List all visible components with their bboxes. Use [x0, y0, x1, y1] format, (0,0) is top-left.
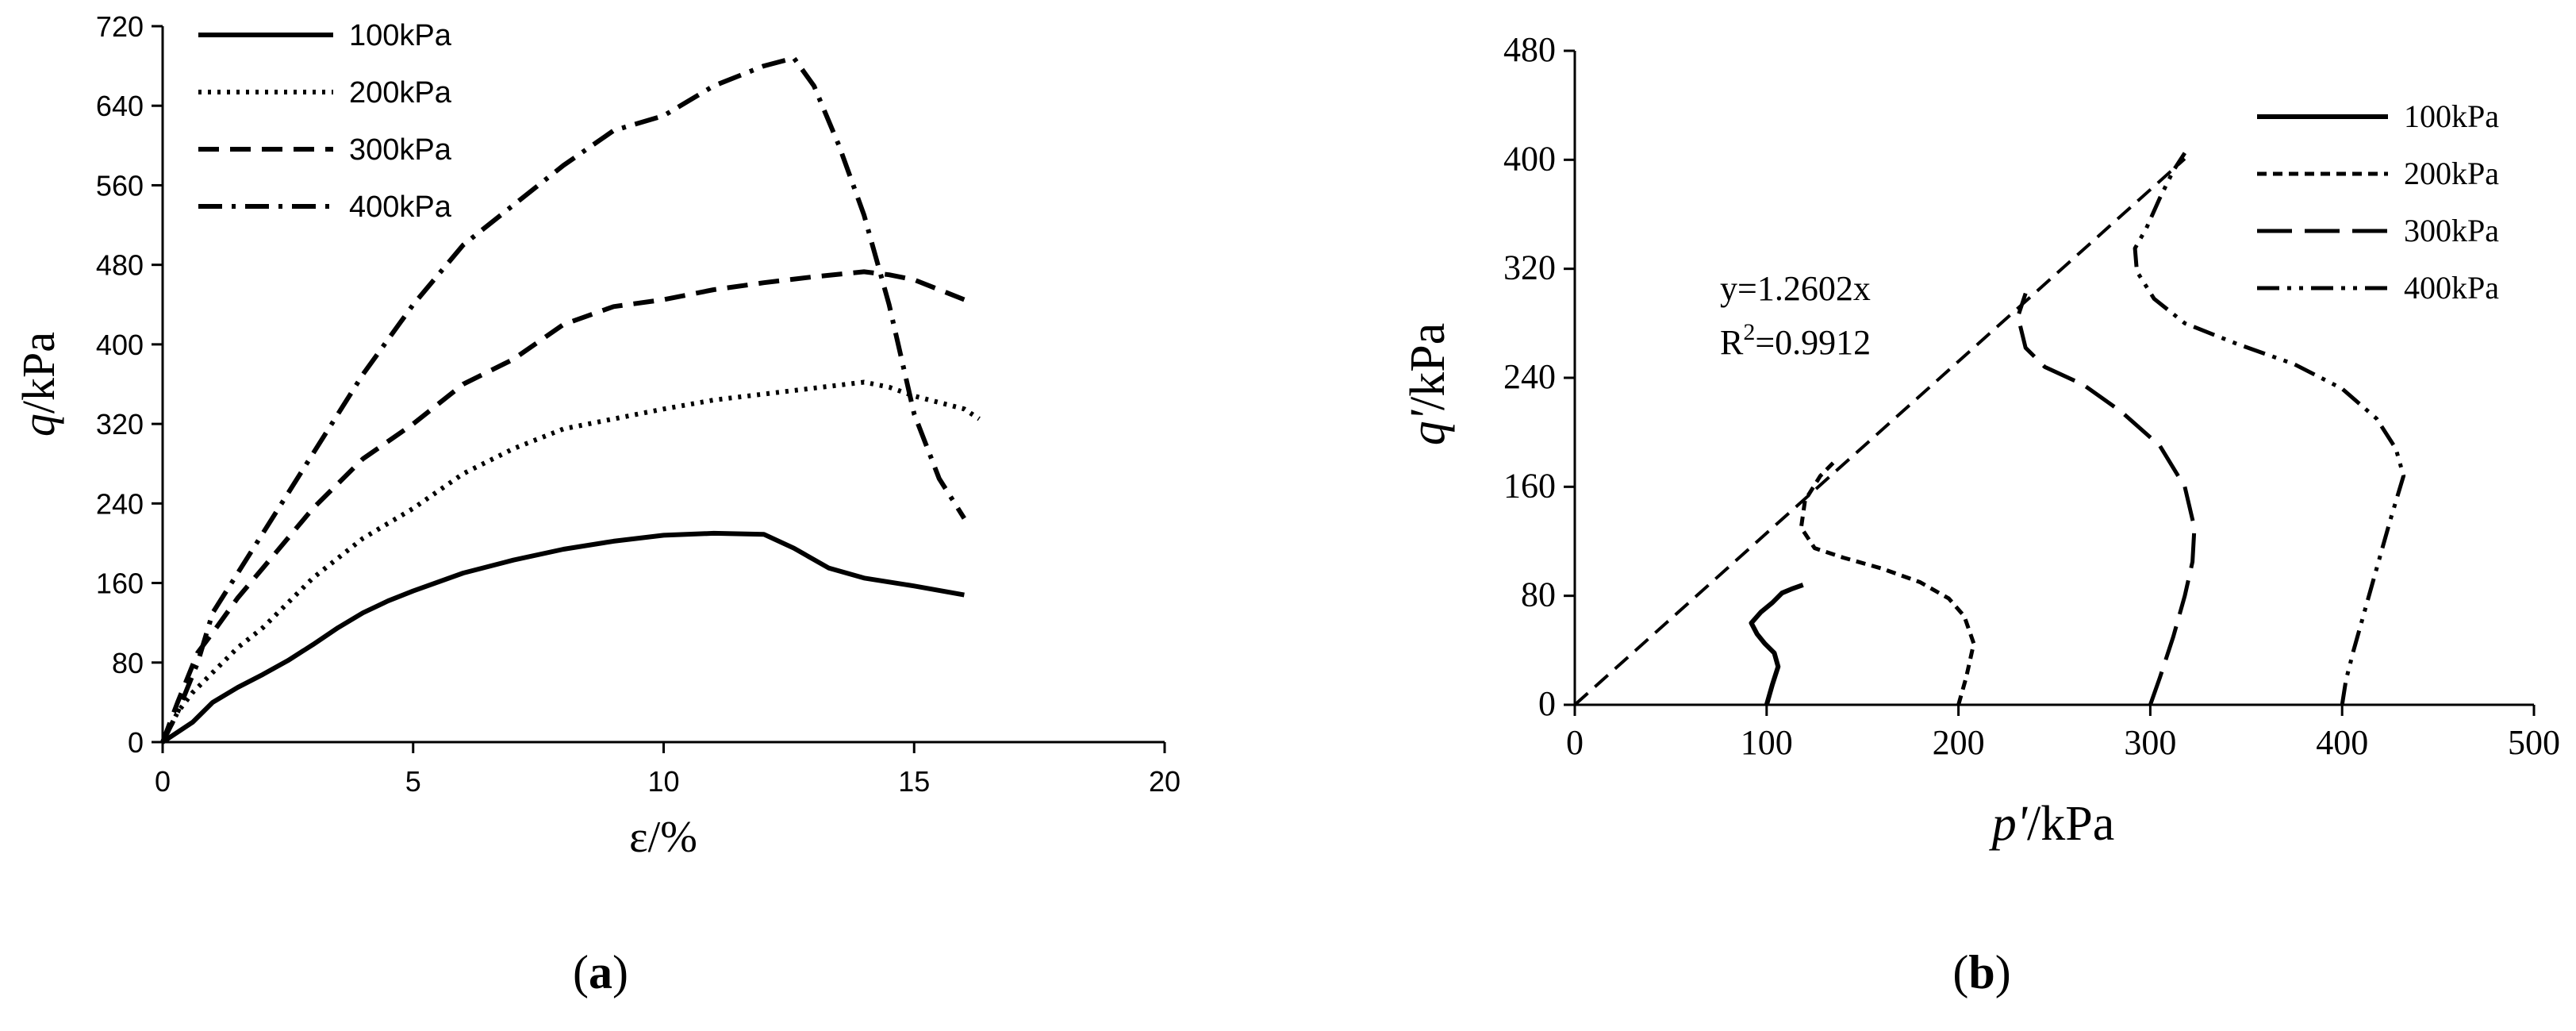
y-tick-label: 160 — [1503, 466, 1556, 505]
x-tick-label: 5 — [405, 765, 421, 798]
y-tick-label: 160 — [96, 567, 144, 600]
series-line-200kPa — [160, 379, 981, 744]
legend-label: 100kPa — [349, 19, 452, 52]
y-tick-label: 320 — [96, 408, 144, 440]
y-tick-label: 240 — [96, 487, 144, 520]
series-line-100kPa — [1749, 583, 1804, 706]
legend-label: 400kPa — [349, 190, 452, 224]
x-axis-label: p'/kPa — [1989, 797, 2115, 851]
series-line-300kPa — [160, 269, 966, 744]
series-line-400kPa — [160, 56, 966, 744]
x-tick-label: 400 — [2316, 723, 2368, 762]
legend-label: 100kPa — [2404, 98, 2499, 134]
y-tick-label: 400 — [96, 329, 144, 361]
y-tick-label: 480 — [1503, 30, 1556, 69]
fit-line — [1573, 157, 2186, 706]
fit-equation: y=1.2602x — [1720, 269, 1871, 308]
y-tick-label: 320 — [1503, 248, 1556, 287]
legend-label: 400kPa — [2404, 270, 2499, 306]
y-tick-label: 0 — [1538, 684, 1556, 723]
x-axis-label: ε/% — [629, 813, 697, 862]
x-tick-label: 100 — [1741, 723, 1793, 762]
series-line-200kPa — [1799, 460, 1976, 706]
x-tick-label: 300 — [2124, 723, 2176, 762]
y-tick-label: 400 — [1503, 139, 1556, 178]
fit-r-squared: R2=0.9912 — [1720, 319, 1871, 362]
legend-label: 300kPa — [349, 133, 452, 167]
chart-a: 0 5 10 15 20 0 80 160 240 320 400 480 560 640 720 100kP… — [13, 10, 1181, 862]
x-tick-label: 15 — [898, 765, 930, 798]
series-line-300kPa — [2016, 292, 2197, 706]
series-line-400kPa — [2133, 152, 2406, 706]
series-line-100kPa — [161, 530, 965, 744]
y-axis-label: q'/kPa — [1401, 323, 1455, 446]
y-tick-label: 0 — [128, 726, 144, 759]
x-tick-label: 10 — [647, 765, 679, 798]
x-tick-label: 20 — [1149, 765, 1181, 798]
y-tick-label: 240 — [1503, 357, 1556, 396]
y-axis-label: q/kPa — [13, 332, 64, 437]
x-tick-label: 200 — [1933, 723, 1985, 762]
x-tick-label: 0 — [155, 765, 171, 798]
x-tick-label: 500 — [2508, 723, 2560, 762]
y-tick-label: 720 — [96, 10, 144, 43]
legend-label: 200kPa — [2404, 156, 2499, 191]
y-tick-label: 480 — [96, 249, 144, 282]
y-tick-label: 80 — [112, 647, 144, 679]
panel-label-a: (a) — [573, 946, 628, 998]
chart-b: 0 100 200 300 400 500 0 80 160 240 320 400 480 100kPa… — [1401, 30, 2560, 851]
x-tick-label: 0 — [1566, 723, 1584, 762]
legend-label: 200kPa — [349, 76, 452, 110]
y-tick-label: 80 — [1521, 575, 1556, 614]
y-tick-label: 560 — [96, 169, 144, 202]
panel-label-b: (b) — [1952, 946, 2010, 998]
y-tick-label: 640 — [96, 90, 144, 122]
legend-label: 300kPa — [2404, 213, 2499, 248]
